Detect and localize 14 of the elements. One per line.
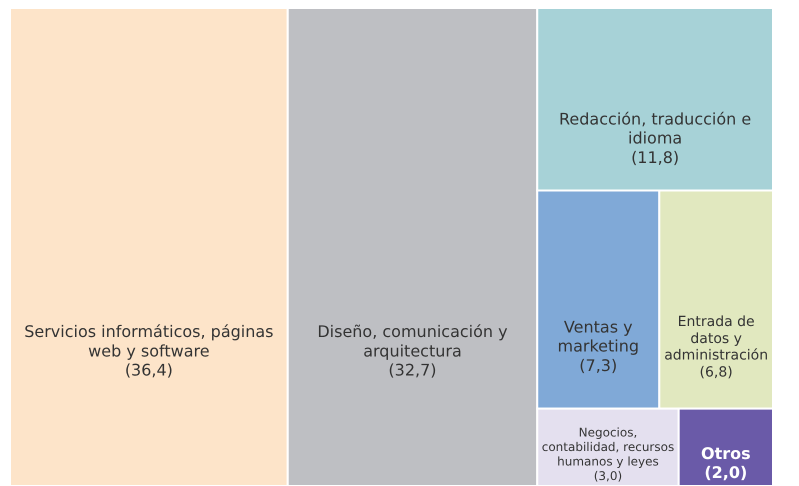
data-label: (6,8) bbox=[700, 364, 733, 380]
data-label: (11,8) bbox=[631, 148, 680, 167]
category-label: Diseño, comunicación y arquitectura bbox=[317, 322, 508, 360]
category-label: Negocios, contabilidad, recursos humanos y leyes bbox=[542, 426, 674, 469]
data-label: (36,4) bbox=[124, 360, 173, 380]
category-label: Ventas y marketing bbox=[558, 318, 640, 356]
data-label: (7,3) bbox=[579, 356, 618, 375]
data-label: (2,0) bbox=[704, 463, 748, 482]
category-label: Otros bbox=[701, 444, 751, 463]
category-label: Entrada de datos y administración bbox=[664, 314, 768, 364]
category-label: Servicios informáticos, páginas web y software bbox=[24, 322, 274, 360]
category-label: Redacción, traducción e idioma bbox=[559, 109, 752, 148]
data-label: (3,0) bbox=[594, 468, 622, 483]
data-label: (32,7) bbox=[388, 360, 437, 380]
